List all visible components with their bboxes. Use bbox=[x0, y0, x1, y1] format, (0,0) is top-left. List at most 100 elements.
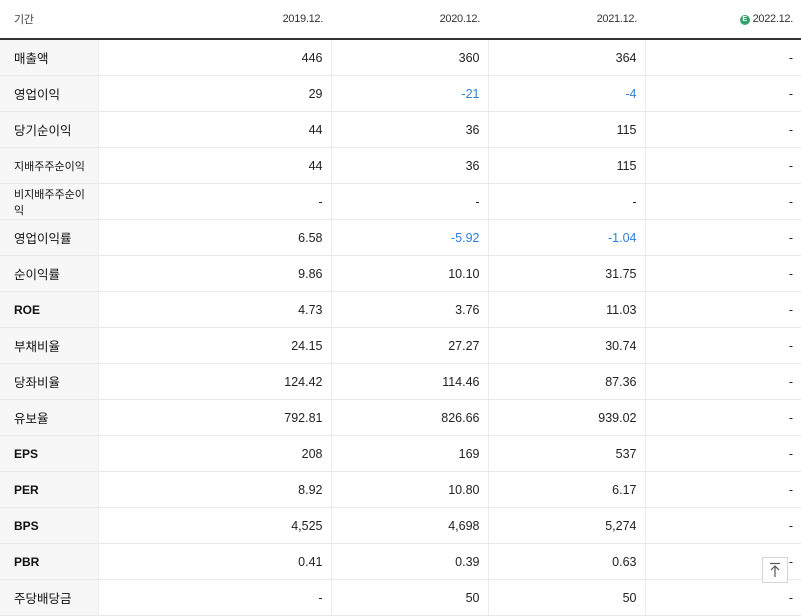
cell: 939.02 bbox=[487, 399, 645, 436]
cell: 10.80 bbox=[330, 471, 488, 508]
row-label: 순이익률 bbox=[0, 255, 98, 292]
cell: 9.86 bbox=[97, 255, 331, 292]
table-row: BPS 4,525 4,698 5,274 - bbox=[0, 507, 801, 544]
table-row: PER 8.92 10.80 6.17 - bbox=[0, 471, 801, 508]
period-2021: 2021.12. bbox=[488, 0, 645, 40]
cell: 826.66 bbox=[330, 399, 488, 436]
estimate-icon: E bbox=[739, 15, 750, 25]
period-2020: 2020.12. bbox=[331, 0, 488, 40]
cell: - bbox=[644, 183, 801, 220]
table-row: 비지배주주순이익 - - - - bbox=[0, 183, 801, 220]
cell: 3.76 bbox=[330, 291, 488, 328]
cell: 0.63 bbox=[487, 543, 645, 580]
table-row: 영업이익률 6.58 -5.92 -1.04 - bbox=[0, 219, 801, 256]
table-row: 주당배당금 - 50 50 - bbox=[0, 579, 801, 616]
row-label: 매출액 bbox=[0, 39, 98, 76]
table-row: EPS 208 169 537 - bbox=[0, 435, 801, 472]
cell: - bbox=[644, 75, 801, 112]
row-label: 부채비율 bbox=[0, 327, 98, 364]
cell: 6.17 bbox=[487, 471, 645, 508]
cell: 44 bbox=[97, 111, 331, 148]
row-label: 주당배당금 bbox=[0, 579, 98, 616]
cell: - bbox=[644, 147, 801, 184]
cell: 4,525 bbox=[97, 507, 331, 544]
cell: - bbox=[644, 435, 801, 472]
cell: 36 bbox=[330, 147, 488, 184]
cell: 87.36 bbox=[487, 363, 645, 400]
table-row: PBR 0.41 0.39 0.63 - bbox=[0, 543, 801, 580]
cell: 537 bbox=[487, 435, 645, 472]
cell: 6.58 bbox=[97, 219, 331, 256]
cell: - bbox=[644, 579, 801, 616]
cell: - bbox=[644, 399, 801, 436]
cell: 29 bbox=[97, 75, 331, 112]
row-label: PBR bbox=[0, 543, 98, 580]
table-row: 지배주주순이익 44 36 115 - bbox=[0, 147, 801, 184]
table-row: 유보율 792.81 826.66 939.02 - bbox=[0, 399, 801, 436]
cell: 208 bbox=[97, 435, 331, 472]
arrow-up-icon bbox=[770, 562, 780, 577]
cell: - bbox=[644, 327, 801, 364]
cell: 0.39 bbox=[330, 543, 488, 580]
cell: 124.42 bbox=[97, 363, 331, 400]
cell: 169 bbox=[330, 435, 488, 472]
header-row: 기간 2019.12. 2020.12. 2021.12. E 2022.12. bbox=[0, 0, 801, 40]
table-row: 영업이익 29 -21 -4 - bbox=[0, 75, 801, 112]
cell: -1.04 bbox=[487, 219, 645, 256]
cell: 11.03 bbox=[487, 291, 645, 328]
cell: 5,274 bbox=[487, 507, 645, 544]
cell: 10.10 bbox=[330, 255, 488, 292]
cell: -5.92 bbox=[330, 219, 488, 256]
row-label: 비지배주주순이익 bbox=[0, 183, 98, 220]
cell: -4 bbox=[487, 75, 645, 112]
cell: 115 bbox=[487, 147, 645, 184]
row-label: ROE bbox=[0, 291, 98, 328]
cell: 4.73 bbox=[97, 291, 331, 328]
cell: -21 bbox=[330, 75, 488, 112]
cell: 4,698 bbox=[330, 507, 488, 544]
cell: - bbox=[644, 471, 801, 508]
cell: 0.41 bbox=[97, 543, 331, 580]
cell: 115 bbox=[487, 111, 645, 148]
cell: - bbox=[644, 291, 801, 328]
cell: - bbox=[644, 255, 801, 292]
row-label: 당좌비율 bbox=[0, 363, 98, 400]
cell: 50 bbox=[487, 579, 645, 616]
cell: - bbox=[644, 219, 801, 256]
cell: 446 bbox=[97, 39, 331, 76]
table-row: 부채비율 24.15 27.27 30.74 - bbox=[0, 327, 801, 364]
table-row: ROE 4.73 3.76 11.03 - bbox=[0, 291, 801, 328]
cell: - bbox=[644, 39, 801, 76]
cell: - bbox=[97, 183, 331, 220]
cell: 30.74 bbox=[487, 327, 645, 364]
table-row: 당좌비율 124.42 114.46 87.36 - bbox=[0, 363, 801, 400]
row-label: 유보율 bbox=[0, 399, 98, 436]
cell: 360 bbox=[330, 39, 488, 76]
cell: - bbox=[644, 507, 801, 544]
table-row: 순이익률 9.86 10.10 31.75 - bbox=[0, 255, 801, 292]
cell: - bbox=[97, 579, 331, 616]
cell: 44 bbox=[97, 147, 331, 184]
cell: 8.92 bbox=[97, 471, 331, 508]
row-label: BPS bbox=[0, 507, 98, 544]
table-row: 매출액 446 360 364 - bbox=[0, 39, 801, 76]
cell: 27.27 bbox=[330, 327, 488, 364]
row-label: 지배주주순이익 bbox=[0, 147, 98, 184]
row-label: 당기순이익 bbox=[0, 111, 98, 148]
scroll-top-button[interactable] bbox=[762, 557, 788, 583]
cell: 36 bbox=[330, 111, 488, 148]
period-2022-label: 2022.12. bbox=[752, 13, 794, 25]
row-label: 영업이익률 bbox=[0, 219, 98, 256]
row-label: 영업이익 bbox=[0, 75, 98, 112]
cell: - bbox=[330, 183, 488, 220]
row-label: PER bbox=[0, 471, 98, 508]
cell: - bbox=[644, 363, 801, 400]
cell: - bbox=[487, 183, 645, 220]
period-2019: 2019.12. bbox=[98, 0, 331, 40]
cell: 50 bbox=[330, 579, 488, 616]
cell: 364 bbox=[487, 39, 645, 76]
row-label: EPS bbox=[0, 435, 98, 472]
cell: 24.15 bbox=[97, 327, 331, 364]
table-row: 당기순이익 44 36 115 - bbox=[0, 111, 801, 148]
